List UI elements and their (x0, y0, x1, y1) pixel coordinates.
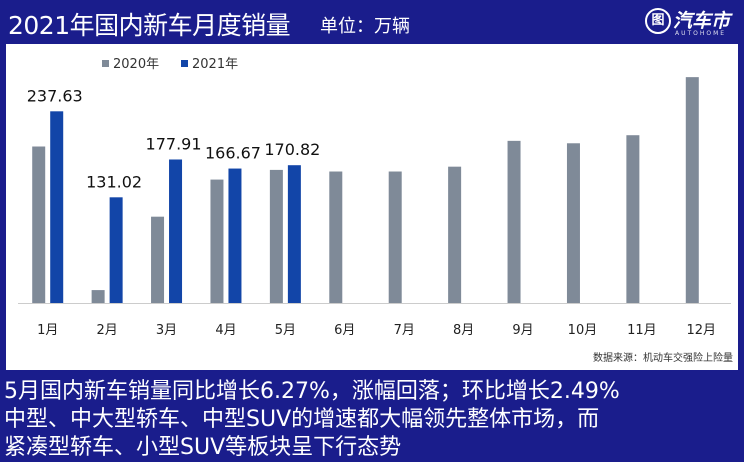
page-title: 2021年国内新车月度销量 (8, 11, 291, 40)
legend-label: 2020年 (113, 57, 159, 72)
bar-2020-2 (91, 290, 105, 303)
logo-name: 汽车市 (673, 10, 731, 32)
note-line: 中型、中大型轿车、中型SUV的增速都大幅领先整体市场，而 (4, 407, 600, 432)
bar-2020-3 (151, 216, 165, 303)
brand-logo: 图 汽车市 AUTOHOME (645, 6, 737, 40)
bar-2021-3 (169, 159, 183, 303)
summary-note: 5月国内新车销量同比增长6.27%，涨幅回落；环比增长2.49% 中型、中大型轿… (0, 378, 744, 462)
x-tick-label: 8月 (453, 323, 474, 338)
bars (32, 77, 699, 303)
bar-2020-6 (329, 171, 343, 303)
x-tick-label: 5月 (275, 323, 296, 338)
data-label: 177.91 (146, 134, 202, 153)
bar-2021-2 (109, 197, 123, 303)
header: 2021年国内新车月度销量 单位：万辆 图 汽车市 AUTOHOME (0, 0, 744, 44)
bar-2021-5 (287, 165, 301, 303)
bar-2020-1 (32, 146, 46, 303)
bar-2021-1 (50, 111, 64, 303)
bar-2021-4 (228, 168, 242, 303)
chart-panel: 2020年 2021年 237.63 131.02 177.91 166.67 170.8… (6, 44, 738, 370)
x-tick-label: 10月 (568, 323, 598, 338)
data-label: 237.63 (27, 86, 83, 105)
x-tick-label: 7月 (394, 323, 415, 338)
data-label: 170.82 (264, 140, 320, 159)
x-tick-label: 9月 (512, 323, 533, 338)
legend: 2020年 2021年 (102, 57, 238, 72)
bar-2020-9 (507, 140, 521, 303)
x-tick-label: 1月 (37, 323, 58, 338)
bar-2020-4 (210, 179, 224, 303)
unit-label: 单位：万辆 (320, 16, 410, 37)
logo-mark-icon: 图 (645, 8, 671, 34)
bar-2020-5 (269, 169, 283, 303)
legend-swatch (102, 60, 109, 67)
note-line: 5月国内新车销量同比增长6.27%，涨幅回落；环比增长2.49% (4, 379, 620, 404)
data-label: 131.02 (86, 172, 142, 191)
data-label: 166.67 (205, 144, 261, 163)
legend-swatch (181, 60, 188, 67)
x-tick-label: 2月 (96, 323, 117, 338)
bar-2020-8 (448, 166, 462, 303)
x-tick-label: 4月 (215, 323, 236, 338)
bar-2020-12 (685, 77, 699, 303)
source-note: 数据来源：机动车交强险上险量 (593, 351, 733, 364)
legend-label: 2021年 (192, 57, 238, 72)
bar-2020-10 (566, 143, 580, 303)
x-tick-label: 12月 (687, 323, 717, 338)
x-axis-ticks: 1月 2月 3月 4月 5月 6月 7月 8月 9月 10月 11月 12月 (37, 323, 716, 338)
x-tick-label: 6月 (334, 323, 355, 338)
logo-sub: AUTOHOME (675, 30, 727, 37)
note-line: 紧凑型轿车、小型SUV等板块呈下行态势 (4, 435, 402, 460)
bar-2020-11 (626, 135, 640, 303)
x-tick-label: 3月 (156, 323, 177, 338)
x-tick-label: 11月 (627, 323, 657, 338)
bar-2020-7 (388, 171, 402, 303)
